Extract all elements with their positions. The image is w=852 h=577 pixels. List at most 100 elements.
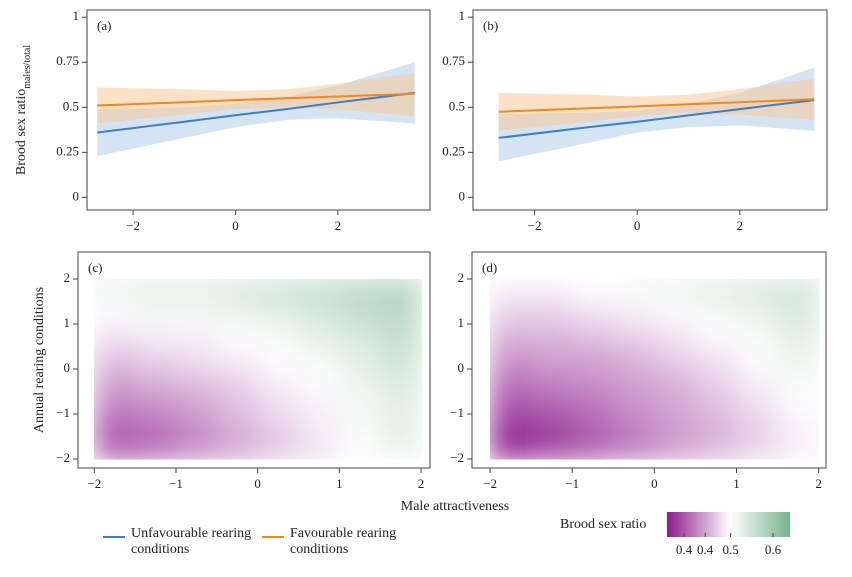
- heatmap-cell: [531, 369, 573, 392]
- y-tick-label: 0: [64, 360, 71, 375]
- heatmap-cell: [736, 346, 779, 370]
- plot-frame: [77, 251, 431, 469]
- y-tick-label: −1: [450, 405, 464, 420]
- heatmap-cell: [257, 279, 300, 302]
- heatmap-cell: [176, 369, 218, 392]
- heatmap-cell: [572, 414, 614, 437]
- heatmap-cell: [94, 436, 136, 460]
- heatmap-cell: [298, 436, 340, 460]
- y-tick-label: 0.5: [63, 98, 79, 113]
- heatmap-cell: [490, 301, 532, 325]
- heatmap-cell: [613, 279, 655, 302]
- heatmap-cell: [298, 369, 340, 392]
- heatmap-cell: [695, 369, 737, 392]
- heatmap-cell: [380, 436, 422, 460]
- heatmap-cell: [736, 369, 779, 392]
- heatmap-cell: [176, 301, 218, 325]
- heatmap-cell: [216, 279, 259, 302]
- heatmap-cell: [777, 301, 820, 325]
- heatmap-cell: [339, 324, 381, 347]
- heatmap-cell: [490, 436, 532, 460]
- heatmap: [94, 279, 422, 460]
- y-tick-label: 0.25: [56, 143, 79, 158]
- x-tick-label: 0: [254, 476, 261, 491]
- panel-label: (b): [483, 18, 498, 33]
- legend-label: Favourable rearing conditions: [290, 526, 397, 557]
- line: [97, 91, 415, 134]
- heatmap-cell: [572, 279, 614, 302]
- colorbar: [667, 512, 790, 537]
- heatmap-cell: [654, 324, 696, 347]
- heatmap-cell: [94, 346, 136, 370]
- x-tick-label: 0: [232, 218, 239, 233]
- y-axis-title: Annual rearing conditions: [32, 287, 47, 433]
- y-tick-label: 0.5: [449, 98, 465, 113]
- heatmap-cell: [531, 301, 573, 325]
- x-tick-label: 2: [418, 476, 425, 491]
- heatmap-cell: [257, 346, 300, 370]
- heatmap-cell: [216, 324, 259, 347]
- heatmap-cell: [531, 391, 573, 415]
- heatmap-cell: [339, 301, 381, 325]
- heatmap-cell: [94, 279, 136, 302]
- y-axis-title-main: Annual rearing conditions: [32, 287, 47, 433]
- heatmap-cell: [654, 369, 696, 392]
- heatmap-cell: [695, 279, 737, 302]
- x-tick-label: 2: [815, 476, 822, 491]
- y-axis-title-subscript: males/total: [22, 45, 33, 89]
- x-tick-label: −1: [565, 476, 579, 491]
- heatmap-cell: [654, 279, 696, 302]
- confidence-band: [97, 73, 415, 124]
- heatmap-cell: [654, 414, 696, 437]
- heatmap-cell: [298, 414, 340, 437]
- legend-label: Unfavourable rearing conditions: [131, 526, 252, 557]
- heatmap-cell: [216, 346, 259, 370]
- heatmap-cell: [490, 369, 532, 392]
- heatmap-cell: [339, 436, 381, 460]
- heatmap-cell: [257, 301, 300, 325]
- heatmap-cell: [176, 391, 218, 415]
- heatmap-cell: [490, 324, 532, 347]
- x-tick-label: 0: [634, 218, 641, 233]
- heatmap-cell: [613, 391, 655, 415]
- x-tick-label: −1: [169, 476, 183, 491]
- heatmap-cell: [572, 436, 614, 460]
- heatmap-cell: [531, 414, 573, 437]
- colorbar-tick-label: 0.6: [765, 542, 782, 557]
- heatmap-cell: [257, 369, 300, 392]
- y-tick-label: 0.75: [56, 53, 79, 68]
- heatmap-cell: [695, 414, 737, 437]
- heatmap-cell: [339, 279, 381, 302]
- heatmap-cell: [531, 346, 573, 370]
- heatmap-cell: [380, 414, 422, 437]
- heatmap-cell: [298, 324, 340, 347]
- heatmap-cell: [135, 391, 177, 415]
- heatmap-cell: [695, 391, 737, 415]
- heatmap-cell: [654, 436, 696, 460]
- heatmap-cell: [135, 414, 177, 437]
- heatmap-cell: [572, 301, 614, 325]
- y-tick-label: 2: [458, 270, 465, 285]
- heatmap-cell: [572, 391, 614, 415]
- heatmap-cell: [490, 414, 532, 437]
- y-tick-label: 1: [458, 315, 465, 330]
- heatmap-cell: [380, 391, 422, 415]
- heatmap-cell: [654, 391, 696, 415]
- heatmap-cell: [380, 369, 422, 392]
- heatmap-cell: [94, 369, 136, 392]
- heatmap-cell: [339, 369, 381, 392]
- heatmap-cell: [94, 414, 136, 437]
- legend-swatch: [262, 536, 284, 538]
- heatmap-cell: [176, 324, 218, 347]
- heatmap-cell: [216, 391, 259, 415]
- heatmap-cell: [613, 324, 655, 347]
- heatmap-cell: [257, 436, 300, 460]
- y-tick-label: 0.75: [442, 53, 465, 68]
- heatmap-cell: [695, 324, 737, 347]
- heatmap-cell: [298, 346, 340, 370]
- heatmap-cell: [613, 414, 655, 437]
- x-tick-label: −2: [87, 476, 101, 491]
- heatmap-cell: [777, 436, 820, 460]
- heatmap-cell: [572, 369, 614, 392]
- heatmap-cell: [736, 414, 779, 437]
